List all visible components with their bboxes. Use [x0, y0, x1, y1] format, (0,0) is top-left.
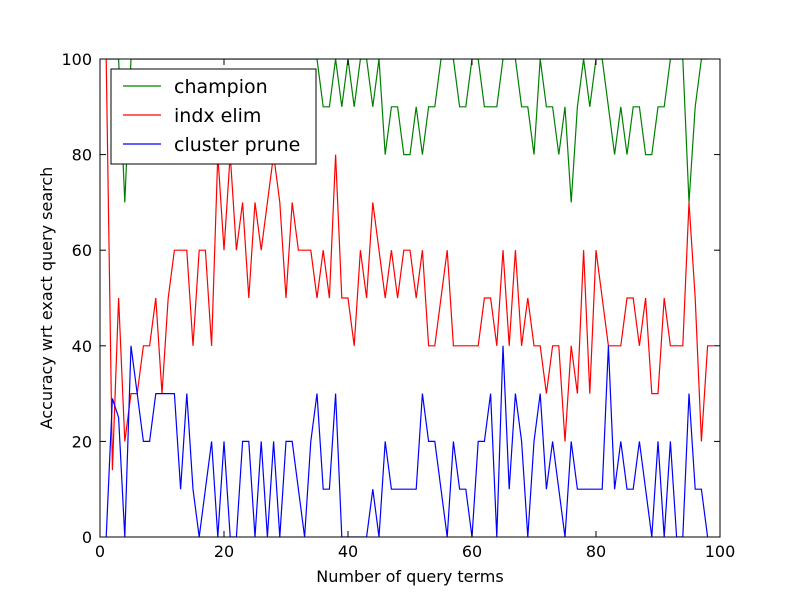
plot-frame	[99, 58, 721, 538]
x-axis-title: Number of query terms	[316, 567, 503, 586]
series-layer	[105, 59, 714, 537]
legend-label-cluster-prune: cluster prune	[174, 134, 300, 156]
x-tick-label: 100	[705, 542, 736, 561]
x-tick-label: 60	[462, 542, 482, 561]
series-line-champion	[106, 59, 708, 203]
x-tick-label: 0	[95, 542, 105, 561]
series-line-indx-elim	[105, 59, 714, 471]
y-tick-label: 40	[72, 337, 92, 356]
y-tick-label: 20	[72, 432, 92, 451]
y-axis-title: Accuracy wrt exact query search	[37, 167, 56, 430]
legend-box	[110, 68, 317, 165]
x-tick-label: 80	[586, 542, 606, 561]
y-tick-label: 60	[72, 241, 92, 260]
y-tick-label: 80	[72, 146, 92, 165]
series-line-cluster-prune	[105, 345, 709, 537]
y-tick-label: 100	[61, 50, 92, 69]
legend: champion indx elim cluster prune	[110, 68, 317, 165]
y-tick-label: 0	[82, 528, 92, 547]
ticks-layer: 0 20 40 60 80 100 0 20 40 60 80 100	[61, 50, 735, 561]
x-tick-label: 40	[338, 542, 358, 561]
legend-label-champion: champion	[174, 76, 268, 98]
legend-label-indx-elim: indx elim	[174, 105, 261, 127]
x-tick-label: 20	[214, 542, 234, 561]
